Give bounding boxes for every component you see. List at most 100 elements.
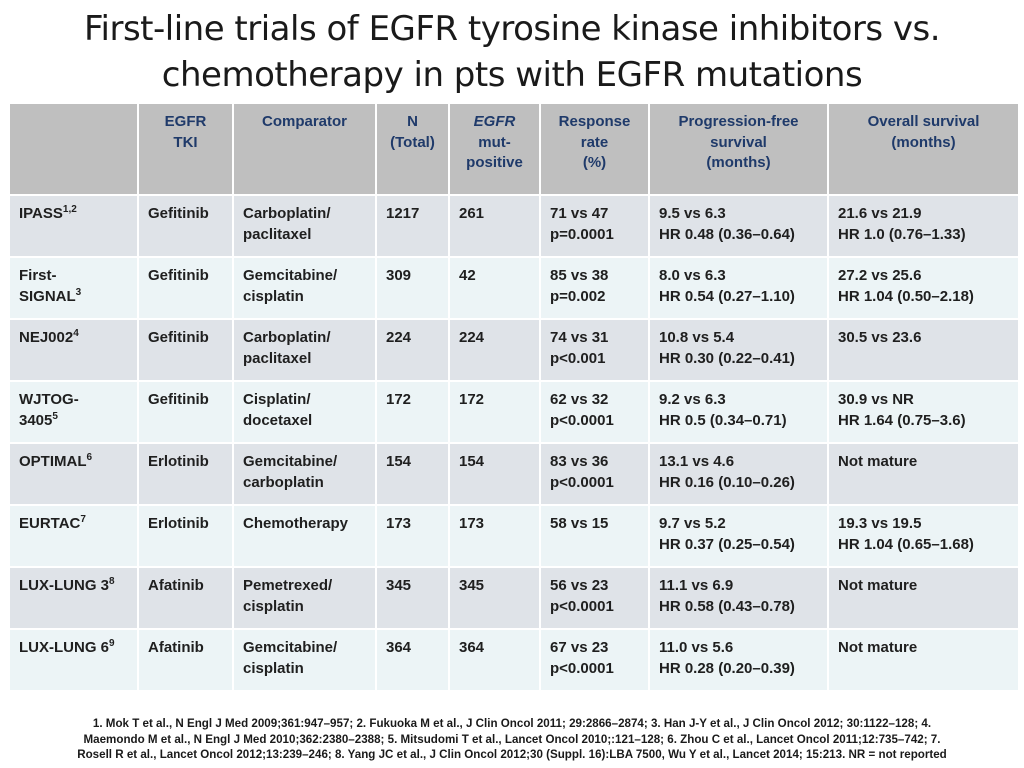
slide-title-line-2: chemotherapy in pts with EGFR mutations (161, 55, 863, 95)
cell-line: HR 0.37 (0.25–0.54) (659, 535, 795, 553)
header-trial (8, 102, 139, 196)
cell-overall-survival: 30.9 vs NR HR 1.64 (0.75–3.6) (827, 380, 1020, 444)
cell-line: 9.2 vs 6.3 (659, 391, 726, 408)
cell-line: paclitaxel (243, 349, 312, 367)
cell-response-rate: 85 vs 38 p=0.002 (539, 256, 650, 320)
trial-name-line: WJTOG- (19, 390, 129, 411)
cell-egfr-tki: Erlotinib (137, 442, 234, 506)
cell-mut-positive: 364 (448, 628, 541, 692)
trial-name-text: IPASS (19, 205, 63, 222)
cell-line: Carboplatin/ (243, 329, 331, 346)
cell-line: 58 vs 15 (550, 515, 609, 532)
cell-overall-survival: Not mature (827, 566, 1020, 630)
cell-egfr-tki: Afatinib (137, 628, 234, 692)
cell-comparator: Pemetrexed/cisplatin (232, 566, 377, 630)
cell-line: HR 0.58 (0.43–0.78) (659, 597, 795, 615)
cell-pfs: 9.5 vs 6.3 HR 0.48 (0.36–0.64) (648, 194, 829, 258)
cell-pfs: 13.1 vs 4.6 HR 0.16 (0.10–0.26) (648, 442, 829, 506)
trial-name-text: OPTIMAL (19, 453, 87, 470)
reference-superscript: 9 (109, 638, 115, 649)
slide-title: First-line trials of EGFR tyrosine kinas… (0, 6, 1024, 98)
cell-line: Not mature (838, 577, 918, 594)
cell-comparator: Gemcitabine/cisplatin (232, 628, 377, 692)
cell-overall-survival: 19.3 vs 19.5 HR 1.04 (0.65–1.68) (827, 504, 1020, 568)
cell-egfr-tki: Gefitinib (137, 256, 234, 320)
trial-name-text: LUX-LUNG 3 (19, 577, 109, 594)
cell-line: Gemcitabine/ (243, 639, 338, 656)
cell-line: 27.2 vs 25.6 (838, 267, 922, 284)
table-row: EURTAC7 Erlotinib Chemotherapy 173 173 58 vs … (8, 504, 1020, 568)
header-comparator: Comparator (232, 102, 377, 196)
cell-response-rate: 71 vs 47 p=0.0001 (539, 194, 650, 258)
reference-superscript: 1,2 (62, 204, 77, 215)
header-pfs: Progression-free survival (months) (648, 102, 829, 196)
trial-name-line: LUX-LUNG 69 (19, 638, 129, 659)
cell-pfs: 9.2 vs 6.3 HR 0.5 (0.34–0.71) (648, 380, 829, 444)
cell-trial: NEJ0024 (8, 318, 139, 382)
trial-name-text: SIGNAL (19, 287, 76, 305)
header-pfs-line: (months) (706, 154, 771, 171)
cell-egfr-tki: Gefitinib (137, 380, 234, 444)
footnote-line-2: Maemondo M et al., N Engl J Med 2010;362… (83, 732, 941, 746)
header-egfr-tki-line: TKI (173, 133, 198, 151)
header-pfs-line: Progression-free (678, 113, 799, 130)
table-row: IPASS1,2 Gefitinib Carboplatin/paclitaxel 1… (8, 194, 1020, 258)
trials-table: EGFR TKI Comparator N (Total) EGFR mut- … (8, 102, 1020, 692)
cell-mut-positive: 172 (448, 380, 541, 444)
cell-trial: IPASS1,2 (8, 194, 139, 258)
cell-line: cisplatin (243, 597, 304, 615)
cell-line: Chemotherapy (243, 515, 349, 532)
cell-line: HR 1.0 (0.76–1.33) (838, 225, 966, 243)
cell-line: 83 vs 36 (550, 453, 609, 470)
cell-egfr-tki: Erlotinib (137, 504, 234, 568)
cell-line: p<0.0001 (550, 659, 614, 677)
trial-name-line: 34055 (19, 411, 129, 432)
table-row: First- SIGNAL3 Gefitinib Gemcitabine/cispla… (8, 256, 1020, 320)
cell-egfr-tki: Afatinib (137, 566, 234, 630)
cell-response-rate: 67 vs 23 p<0.0001 (539, 628, 650, 692)
cell-line: carboplatin (243, 473, 324, 491)
cell-trial: EURTAC7 (8, 504, 139, 568)
cell-egfr-tki: Gefitinib (137, 194, 234, 258)
cell-line: paclitaxel (243, 225, 312, 243)
cell-n-total: 1217 (375, 194, 450, 258)
cell-line: 9.7 vs 5.2 (659, 515, 726, 532)
cell-response-rate: 62 vs 32 p<0.0001 (539, 380, 650, 444)
reference-superscript: 5 (52, 410, 58, 422)
header-n-line: N (407, 113, 418, 130)
footnote-line-3: Rosell R et al., Lancet Oncol 2012;13:23… (77, 748, 947, 761)
cell-n-total: 364 (375, 628, 450, 692)
cell-line: 21.6 vs 21.9 (838, 205, 922, 222)
header-response-line: rate (580, 133, 609, 151)
trial-name-line: EURTAC7 (19, 514, 129, 535)
table-row: OPTIMAL6 Erlotinib Gemcitabine/carboplatin… (8, 442, 1020, 506)
trial-name-text: LUX-LUNG 6 (19, 639, 109, 656)
cell-mut-positive: 173 (448, 504, 541, 568)
cell-comparator: Gemcitabine/cisplatin (232, 256, 377, 320)
cell-pfs: 10.8 vs 5.4 HR 0.30 (0.22–0.41) (648, 318, 829, 382)
cell-line: Gemcitabine/ (243, 267, 338, 284)
trial-name-text: WJTOG- (19, 391, 79, 408)
cell-line: HR 0.54 (0.27–1.10) (659, 287, 795, 305)
cell-comparator: Carboplatin/paclitaxel (232, 194, 377, 258)
cell-line: p<0.001 (550, 349, 606, 367)
cell-line: 30.9 vs NR (838, 391, 914, 408)
cell-comparator: Gemcitabine/carboplatin (232, 442, 377, 506)
header-overall-survival: Overall survival (months) (827, 102, 1020, 196)
cell-n-total: 345 (375, 566, 450, 630)
cell-line: p<0.0001 (550, 473, 614, 491)
cell-line: Cisplatin/ (243, 391, 311, 408)
cell-trial: OPTIMAL6 (8, 442, 139, 506)
header-response-line: Response (558, 113, 631, 130)
cell-line: HR 0.16 (0.10–0.26) (659, 473, 795, 491)
cell-line: 56 vs 23 (550, 577, 609, 594)
cell-line: 11.1 vs 6.9 (659, 577, 734, 594)
trial-name-line: IPASS1,2 (19, 204, 129, 225)
cell-line: 85 vs 38 (550, 267, 609, 284)
cell-n-total: 172 (375, 380, 450, 444)
header-response-rate: Response rate (%) (539, 102, 650, 196)
table-body: IPASS1,2 Gefitinib Carboplatin/paclitaxel 1… (8, 194, 1020, 692)
cell-egfr-tki: Gefitinib (137, 318, 234, 382)
cell-line: 8.0 vs 6.3 (659, 267, 726, 284)
header-mut-line: EGFR (473, 113, 516, 130)
